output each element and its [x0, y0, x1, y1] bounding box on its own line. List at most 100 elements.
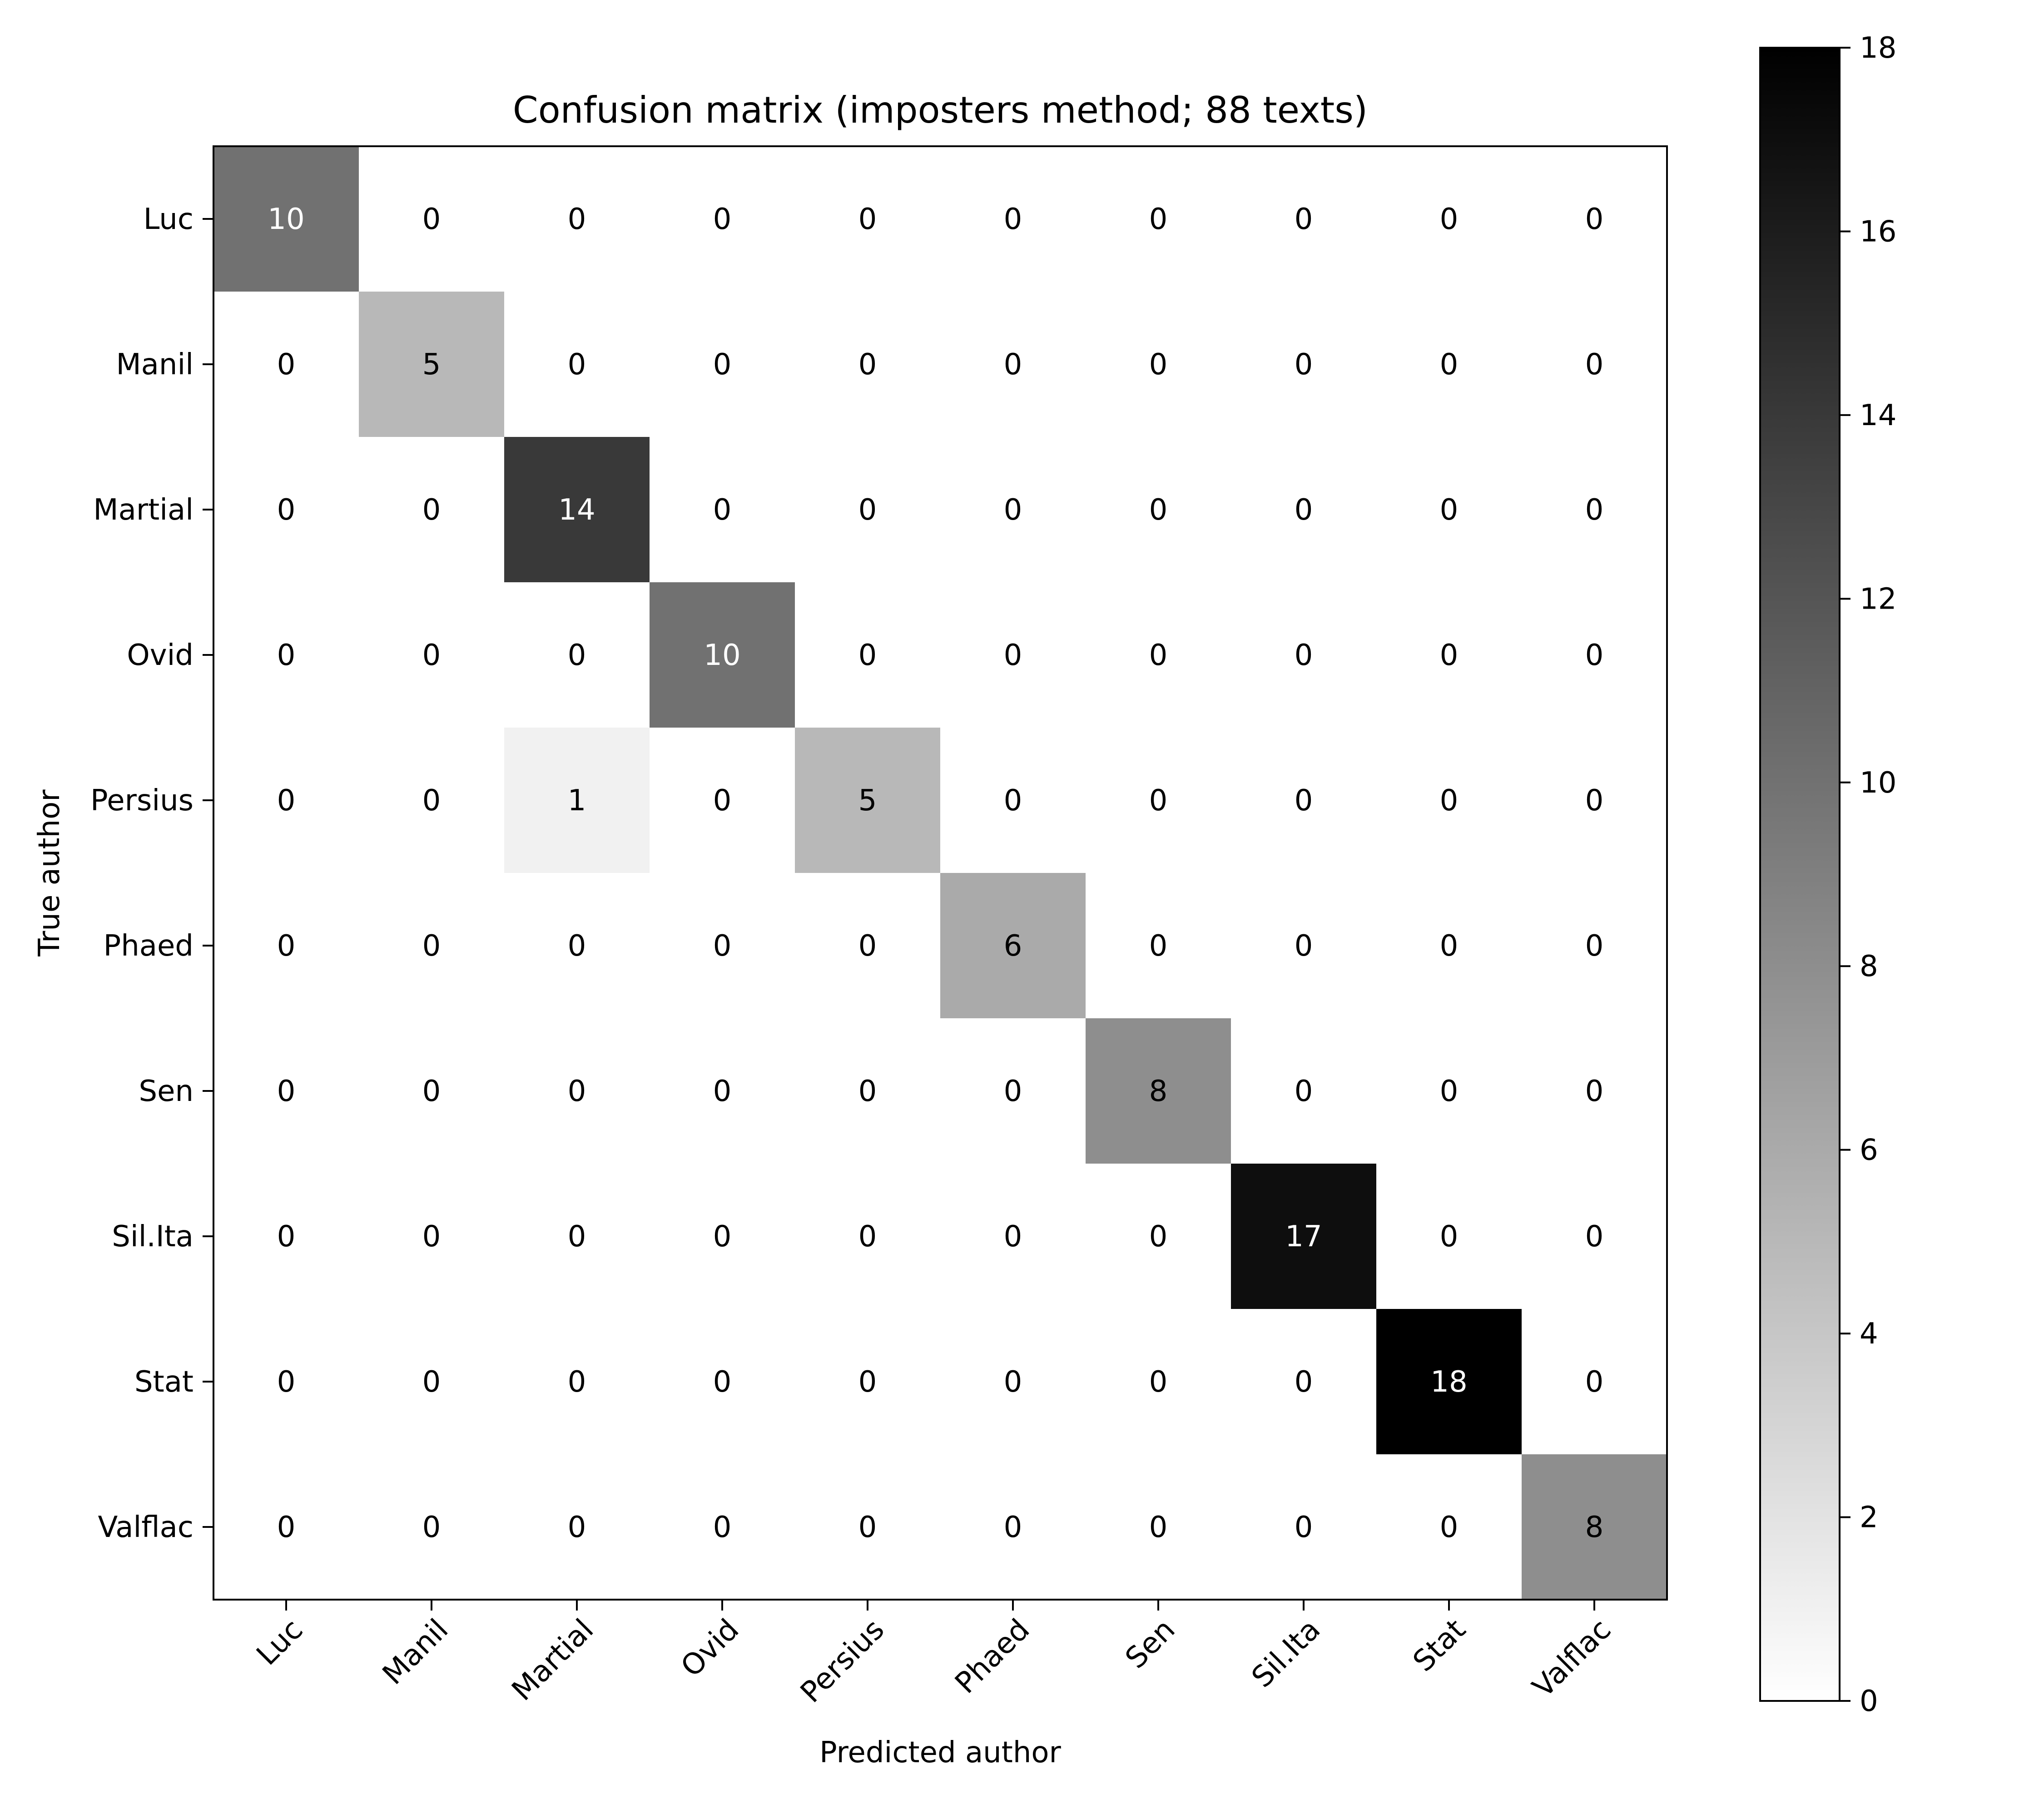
cell-value-label: 0 [713, 348, 732, 382]
heatmap-cell [1086, 1309, 1231, 1455]
cell-value-label: 0 [1004, 493, 1022, 527]
colorbar-tick-label: 2 [1860, 1501, 1878, 1535]
cell-value-label: 0 [1440, 784, 1459, 818]
cell-value-label: 0 [1295, 1075, 1313, 1108]
cell-value-label: 0 [277, 348, 296, 382]
heatmap-cell [1522, 437, 1667, 583]
x-tick-label: Sil.Ita [1245, 1613, 1327, 1694]
cell-value-label: 0 [1004, 1075, 1022, 1108]
heatmap-cell [795, 292, 941, 437]
cell-value-label: 0 [277, 784, 296, 818]
heatmap-cell [359, 1164, 505, 1309]
x-tick-label: Ovid [675, 1613, 745, 1684]
heatmap-cell [1376, 146, 1522, 292]
heatmap-cell [213, 146, 359, 292]
cell-value-label: 0 [713, 1075, 732, 1108]
cell-value-label: 0 [1585, 784, 1604, 818]
cell-value-label: 0 [277, 639, 296, 672]
heatmap-cell [1522, 873, 1667, 1019]
heatmap-cell [213, 1018, 359, 1164]
cell-value-label: 10 [268, 203, 304, 236]
heatmap-cell [940, 873, 1086, 1019]
cell-value-label: 6 [1004, 929, 1022, 963]
cell-value-label: 0 [568, 203, 586, 236]
heatmap-cell [213, 873, 359, 1019]
heatmap-cell [650, 1164, 795, 1309]
cell-value-label: 0 [1149, 203, 1168, 236]
heatmap-cell [504, 437, 650, 583]
cell-value-label: 0 [422, 493, 441, 527]
heatmap-cell [650, 437, 795, 583]
cell-value-label: 0 [858, 203, 877, 236]
cell-value-label: 0 [713, 929, 732, 963]
cell-value-label: 0 [1585, 493, 1604, 527]
heatmap-cell [359, 1454, 505, 1600]
cell-value-label: 0 [1585, 1365, 1604, 1399]
cell-value-label: 0 [1295, 929, 1313, 963]
y-tick-label: Manil [116, 348, 193, 382]
cell-value-label: 0 [858, 929, 877, 963]
cell-value-label: 14 [558, 493, 595, 527]
cell-value-label: 0 [422, 203, 441, 236]
heatmap-cell [1376, 437, 1522, 583]
cell-value-label: 0 [858, 493, 877, 527]
heatmap-cell [1086, 728, 1231, 873]
x-tick-label: Luc [250, 1613, 309, 1672]
heatmap-cell [1231, 1018, 1377, 1164]
cell-value-label: 0 [1295, 784, 1313, 818]
cell-value-label: 0 [422, 929, 441, 963]
cell-value-label: 0 [277, 493, 296, 527]
y-tick-label: Sen [139, 1075, 193, 1108]
cell-value-label: 0 [858, 1365, 877, 1399]
cell-value-label: 0 [568, 348, 586, 382]
x-tick-label: Martial [506, 1613, 600, 1707]
cell-value-label: 0 [713, 784, 732, 818]
cell-value-label: 0 [1295, 1511, 1313, 1544]
cell-value-label: 0 [713, 1511, 732, 1544]
cell-value-label: 0 [1585, 929, 1604, 963]
cell-value-label: 1 [568, 784, 586, 818]
colorbar-tick-label: 4 [1860, 1317, 1878, 1351]
heatmap-cell [1376, 1164, 1522, 1309]
chart-title: Confusion matrix (imposters method; 88 t… [513, 89, 1368, 131]
colorbar-gradient [1760, 48, 1840, 1701]
cell-value-label: 18 [1430, 1365, 1467, 1399]
cell-value-label: 0 [1004, 203, 1022, 236]
heatmap-cell [1376, 728, 1522, 873]
cell-value-label: 0 [1440, 1220, 1459, 1254]
heatmap-cell [504, 873, 650, 1019]
x-tick-label: Persius [794, 1613, 891, 1710]
heatmap-cell [1522, 292, 1667, 437]
heatmap-cell [940, 582, 1086, 728]
cell-value-label: 0 [277, 1365, 296, 1399]
cell-value-label: 0 [1149, 1365, 1168, 1399]
heatmap-cell [795, 1309, 941, 1455]
heatmap-cell [1522, 1018, 1667, 1164]
heatmap-cell [1376, 1309, 1522, 1455]
heatmap-cell [795, 1018, 941, 1164]
cell-value-label: 0 [277, 1075, 296, 1108]
heatmap-cell [650, 1454, 795, 1600]
cell-value-label: 0 [1295, 1365, 1313, 1399]
cell-value-label: 0 [1149, 1511, 1168, 1544]
heatmap-cell [504, 1454, 650, 1600]
cell-value-label: 0 [1295, 493, 1313, 527]
colorbar-tick-label: 14 [1860, 399, 1896, 432]
cell-value-label: 0 [858, 348, 877, 382]
cell-value-label: 5 [422, 348, 441, 382]
cell-value-label: 0 [277, 1220, 296, 1254]
heatmap-cell [1231, 582, 1377, 728]
heatmap-cell [213, 437, 359, 583]
heatmap-cell [504, 728, 650, 873]
heatmap-cell [359, 437, 505, 583]
heatmap-cell [504, 1018, 650, 1164]
heatmap-cell [1086, 1454, 1231, 1600]
cell-value-label: 0 [1004, 1511, 1022, 1544]
heatmap-cell [940, 437, 1086, 583]
x-axis-label: Predicted author [819, 1736, 1061, 1769]
heatmap-cell [1522, 582, 1667, 728]
cell-value-label: 0 [1004, 784, 1022, 818]
cell-value-label: 0 [1149, 784, 1168, 818]
cell-value-label: 0 [277, 929, 296, 963]
